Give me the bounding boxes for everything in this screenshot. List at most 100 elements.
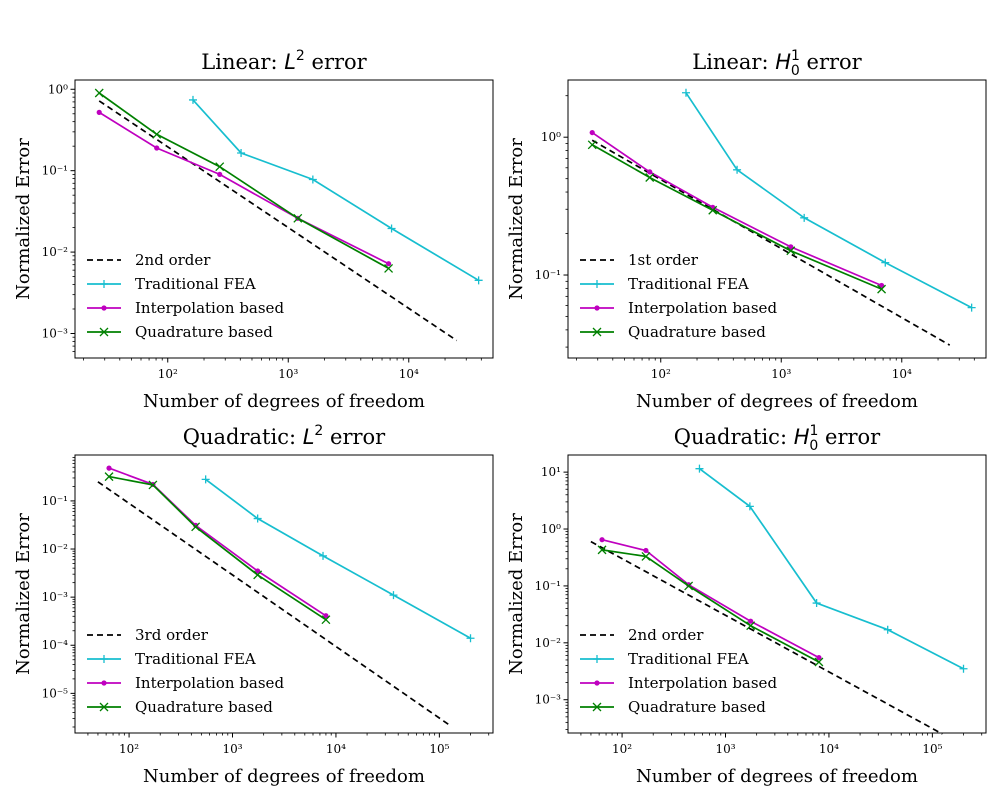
legend-marker-quadrature bbox=[592, 702, 602, 712]
series-line-reference bbox=[590, 540, 943, 735]
x-axis-label: Number of degrees of freedom bbox=[636, 391, 918, 412]
y-tick-label: 10⁻³ bbox=[42, 590, 69, 604]
y-tick-label: 10⁻² bbox=[42, 245, 69, 259]
y-tick-label: 10⁻³ bbox=[535, 693, 562, 707]
data-point-traditional bbox=[201, 475, 210, 484]
legend-label-reference: 1st order bbox=[628, 251, 699, 269]
data-point-quadrature bbox=[384, 263, 394, 273]
data-point-quadrature bbox=[253, 570, 263, 580]
data-point-interpolation bbox=[255, 568, 261, 574]
x-tick-label: 10⁵ bbox=[922, 742, 942, 756]
data-point-traditional bbox=[959, 664, 968, 673]
data-point-interpolation bbox=[589, 129, 595, 136]
chart-title: Quadratic: L2 error bbox=[183, 423, 386, 449]
y-tick-label: 10⁻¹ bbox=[535, 268, 561, 282]
y-axis-label: Normalized Error bbox=[13, 513, 34, 675]
data-point-interpolation bbox=[647, 169, 653, 175]
data-point-traditional bbox=[881, 258, 890, 267]
legend-marker-traditional bbox=[100, 280, 108, 288]
data-point-traditional bbox=[237, 148, 246, 157]
data-point-quadrature bbox=[746, 621, 756, 631]
y-tick-label: 10⁻² bbox=[535, 636, 562, 650]
data-point-interpolation bbox=[323, 613, 329, 619]
data-point-interpolation bbox=[643, 547, 649, 554]
y-tick-label: 10⁰ bbox=[48, 82, 68, 96]
x-tick-label: 10⁴ bbox=[326, 742, 346, 756]
data-point-quadrature bbox=[708, 205, 718, 215]
legend-label-quadrature: Quadrature based bbox=[135, 698, 273, 716]
series-line-reference bbox=[98, 100, 458, 342]
legend-marker-traditional bbox=[593, 280, 601, 288]
data-point-traditional bbox=[800, 213, 809, 222]
y-tick-label: 10⁻¹ bbox=[535, 579, 561, 593]
x-tick-label: 10³ bbox=[715, 742, 735, 756]
data-point-quadrature bbox=[877, 284, 887, 294]
data-point-traditional bbox=[967, 303, 976, 312]
legend-marker-interpolation bbox=[594, 305, 600, 311]
x-tick-label: 10⁴ bbox=[819, 742, 839, 756]
data-point-traditional bbox=[812, 599, 821, 608]
legend-marker-traditional bbox=[100, 655, 108, 663]
legend-label-reference: 2nd order bbox=[628, 626, 704, 644]
y-axis-label: Normalized Error bbox=[506, 513, 527, 675]
legend-marker-traditional bbox=[593, 655, 601, 663]
y-tick-label: 10¹ bbox=[541, 465, 561, 479]
legend-label-traditional: Traditional FEA bbox=[628, 650, 749, 668]
legend-marker-quadrature bbox=[99, 702, 109, 712]
legend-label-traditional: Traditional FEA bbox=[135, 275, 256, 293]
legend-label-quadrature: Quadrature based bbox=[628, 698, 766, 716]
data-point-quadrature bbox=[148, 480, 158, 490]
x-tick-label: 10³ bbox=[222, 742, 242, 756]
chart-title: Linear: L2 error bbox=[201, 48, 367, 74]
y-tick-label: 10⁻¹ bbox=[42, 164, 68, 178]
legend-label-traditional: Traditional FEA bbox=[628, 275, 749, 293]
legend-label-interpolation: Interpolation based bbox=[628, 674, 777, 692]
data-point-traditional bbox=[188, 95, 197, 104]
data-point-quadrature bbox=[152, 129, 162, 139]
data-point-quadrature bbox=[684, 581, 694, 591]
chart-title: Quadratic: H1 0 error bbox=[674, 423, 881, 454]
series-line-traditional bbox=[192, 99, 480, 282]
legend-label-interpolation: Interpolation based bbox=[135, 299, 284, 317]
data-point-quadrature bbox=[597, 545, 607, 555]
chart-panel-lin-l2: Linear: L2 error Number of degrees of fre… bbox=[13, 48, 494, 412]
series-line-traditional bbox=[698, 468, 964, 670]
x-tick-label: 10² bbox=[651, 367, 671, 381]
chart-panel-lin-h1: Linear: H1 0 error Number of degrees of fr… bbox=[506, 48, 987, 412]
x-tick-label: 10² bbox=[612, 742, 632, 756]
data-point-interpolation bbox=[96, 109, 102, 115]
y-tick-label: 10⁻² bbox=[42, 542, 69, 556]
plot-frame bbox=[74, 454, 494, 734]
x-axis-label: Number of degrees of freedom bbox=[143, 391, 425, 412]
data-point-interpolation bbox=[748, 618, 754, 624]
legend-label-traditional: Traditional FEA bbox=[135, 650, 256, 668]
data-point-quadrature bbox=[293, 213, 303, 223]
legend-marker-interpolation bbox=[594, 680, 600, 686]
data-point-traditional bbox=[733, 165, 742, 174]
data-point-quadrature bbox=[104, 472, 114, 482]
x-tick-label: 10² bbox=[119, 742, 139, 756]
data-point-quadrature bbox=[215, 162, 225, 172]
y-axis-label: Normalized Error bbox=[506, 138, 527, 300]
data-point-interpolation bbox=[154, 145, 160, 151]
legend-marker-interpolation bbox=[101, 680, 107, 686]
series-line-reference bbox=[97, 481, 450, 726]
data-point-traditional bbox=[308, 175, 317, 184]
data-point-traditional bbox=[387, 224, 396, 233]
y-tick-label: 10⁻⁵ bbox=[42, 686, 69, 700]
y-tick-label: 10⁻³ bbox=[42, 326, 69, 340]
x-axis-label: Number of degrees of freedom bbox=[636, 766, 918, 787]
plot-frame bbox=[567, 454, 987, 734]
data-point-interpolation bbox=[878, 282, 885, 289]
legend-label-quadrature: Quadrature based bbox=[135, 323, 273, 341]
data-point-traditional bbox=[474, 276, 483, 285]
y-axis-label: Normalized Error bbox=[13, 138, 34, 300]
y-tick-label: 10⁻⁴ bbox=[42, 638, 69, 652]
data-point-traditional bbox=[695, 464, 704, 473]
data-point-quadrature bbox=[786, 246, 796, 256]
x-tick-label: 10³ bbox=[771, 367, 791, 381]
data-point-interpolation bbox=[217, 171, 223, 178]
y-tick-label: 10⁰ bbox=[541, 522, 561, 536]
x-tick-label: 10⁴ bbox=[399, 367, 419, 381]
